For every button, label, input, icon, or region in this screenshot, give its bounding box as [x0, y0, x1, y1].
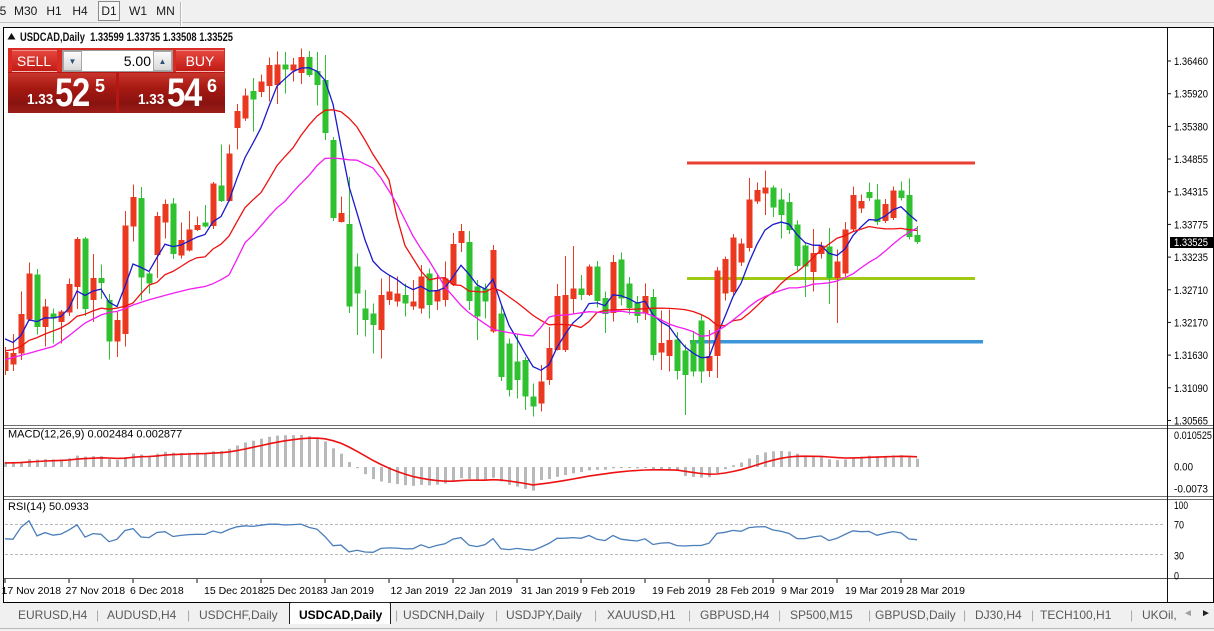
svg-text:1.32170: 1.32170: [1174, 317, 1208, 329]
svg-text:100: 100: [1174, 500, 1188, 512]
svg-text:0.00: 0.00: [1174, 462, 1193, 474]
svg-text:0: 0: [1174, 571, 1179, 583]
svg-text:22 Jan 2019: 22 Jan 2019: [455, 585, 513, 597]
svg-text:27 Nov 2018: 27 Nov 2018: [66, 585, 126, 597]
svg-text:1.34315: 1.34315: [1174, 187, 1208, 199]
svg-text:1.33775: 1.33775: [1174, 219, 1208, 231]
svg-text:19 Mar 2019: 19 Mar 2019: [845, 585, 904, 597]
svg-text:1.33235: 1.33235: [1174, 252, 1208, 264]
svg-text:28 Feb 2019: 28 Feb 2019: [716, 585, 775, 597]
svg-text:17 Nov 2018: 17 Nov 2018: [2, 585, 62, 597]
svg-text:MACD(12,26,9) 0.002484 0.00287: MACD(12,26,9) 0.002484 0.002877: [8, 429, 182, 441]
svg-text:19 Feb 2019: 19 Feb 2019: [652, 585, 711, 597]
svg-text:1.32710: 1.32710: [1174, 285, 1208, 297]
svg-text:25 Dec 2018: 25 Dec 2018: [263, 585, 323, 597]
svg-text:1.31090: 1.31090: [1174, 383, 1208, 395]
svg-text:6 Dec 2018: 6 Dec 2018: [130, 585, 184, 597]
svg-text:28 Mar 2019: 28 Mar 2019: [906, 585, 965, 597]
svg-text:1.35920: 1.35920: [1174, 89, 1208, 101]
svg-text:31 Jan 2019: 31 Jan 2019: [521, 585, 579, 597]
svg-text:30: 30: [1174, 551, 1184, 563]
svg-text:1.36460: 1.36460: [1174, 56, 1208, 68]
svg-text:1.34855: 1.34855: [1174, 154, 1208, 166]
svg-text:0.010525: 0.010525: [1174, 430, 1212, 442]
svg-text:-0.0073: -0.0073: [1174, 484, 1208, 496]
svg-text:15 Dec 2018: 15 Dec 2018: [204, 585, 264, 597]
svg-text:9 Mar 2019: 9 Mar 2019: [781, 585, 834, 597]
svg-text:1.31630: 1.31630: [1174, 350, 1208, 362]
svg-text:70: 70: [1174, 520, 1184, 532]
svg-text:1.33525: 1.33525: [1174, 237, 1208, 249]
svg-text:3 Jan 2019: 3 Jan 2019: [322, 585, 374, 597]
svg-text:1.30565: 1.30565: [1174, 416, 1208, 428]
svg-text:9 Feb 2019: 9 Feb 2019: [582, 585, 635, 597]
svg-text:RSI(14) 50.0933: RSI(14) 50.0933: [8, 501, 89, 513]
svg-text:USDCAD,Daily 1.33599 1.33735: USDCAD,Daily 1.33599 1.33735 1.33508 1.3…: [20, 30, 233, 44]
svg-text:1.35380: 1.35380: [1174, 121, 1208, 133]
svg-text:12 Jan 2019: 12 Jan 2019: [391, 585, 449, 597]
